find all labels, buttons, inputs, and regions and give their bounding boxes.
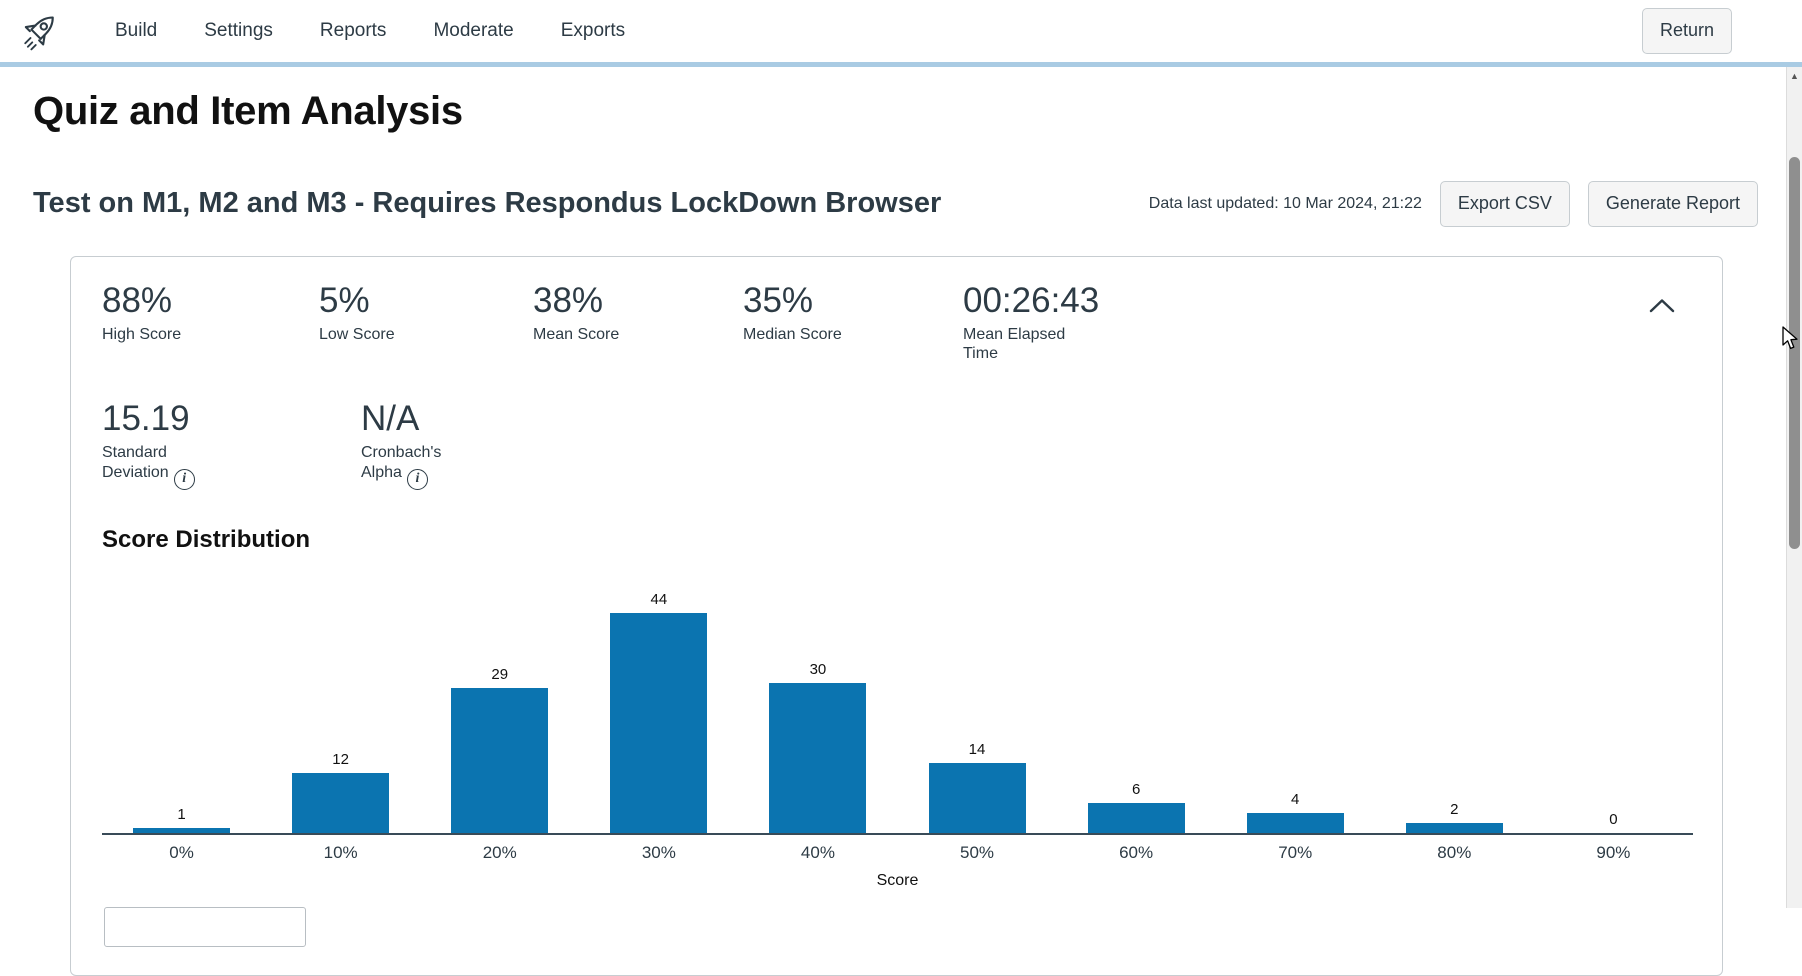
stat-label: Standard Deviation i (102, 443, 224, 490)
chart-bar-group: 1 (102, 806, 261, 833)
nav-item-moderate[interactable]: Moderate (433, 20, 514, 41)
chart-bar-group: 44 (579, 591, 738, 833)
score-distribution-title: Score Distribution (102, 525, 311, 553)
stat-label: Mean Score (533, 325, 620, 343)
chart-bar-group: 14 (897, 741, 1056, 833)
bar (769, 682, 867, 833)
chart-bar-group: 4 (1216, 791, 1375, 833)
bar-value-label: 29 (491, 665, 509, 683)
x-tick-label: 30% (641, 842, 676, 862)
stat-value: 00:26:43 (963, 280, 1100, 320)
nav-divider (0, 62, 1802, 67)
nav-links: Build Settings Reports Moderate Exports (115, 20, 625, 42)
vertical-scrollbar[interactable]: ▲ (1786, 67, 1802, 908)
x-tick-label: 80% (1437, 842, 1472, 862)
last-updated-text: Data last updated: 10 Mar 2024, 21:22 (1148, 194, 1422, 212)
x-tick-label: 70% (1278, 842, 1313, 862)
scrollbar-up-arrow-icon[interactable]: ▲ (1790, 71, 1799, 81)
summary-stats-row-1: 88% High Score 5% Low Score 38% Mean Sco… (102, 281, 1722, 364)
stat-value: 88% (102, 280, 173, 320)
top-navigation: Build Settings Reports Moderate Exports … (0, 0, 1802, 62)
stat-median-score: 35% Median Score (743, 281, 963, 344)
generate-report-button[interactable]: Generate Report (1587, 181, 1758, 227)
bar-value-label: 12 (332, 750, 349, 768)
chart-bar-group: 6 (1057, 781, 1216, 833)
nav-item-exports[interactable]: Exports (560, 20, 626, 41)
main-content: Quiz and Item Analysis Test on M1, M2 an… (0, 87, 1802, 976)
chart-bar-group: 12 (261, 751, 420, 833)
quiz-header-actions: Data last updated: 10 Mar 2024, 21:22 Ex… (1149, 181, 1758, 227)
stat-cronbachs-alpha: N/A Cronbach's Alpha i (361, 399, 473, 490)
page-title: Quiz and Item Analysis (33, 89, 463, 133)
bar-value-label: 2 (1450, 800, 1459, 818)
x-tick-label: 50% (960, 842, 995, 862)
bar (1246, 812, 1344, 833)
score-distribution-chart: 1 12 29 44 30 14 6 4 2 0 0% 10% 20% 30% 40% 50% 60% 70% 8… (102, 582, 1693, 890)
bar-value-label: 6 (1131, 780, 1141, 798)
bar (292, 772, 390, 833)
export-csv-button[interactable]: Export CSV (1439, 181, 1570, 227)
analysis-summary-card: 88% High Score 5% Low Score 38% Mean Sco… (70, 255, 1723, 976)
chart-bar-group: 2 (1375, 801, 1534, 833)
stat-low-score: 5% Low Score (319, 281, 533, 344)
bar (928, 762, 1026, 833)
chart-bar-group: 29 (420, 666, 579, 833)
stat-mean-elapsed-time: 00:26:43 Mean Elapsed Time (963, 281, 1243, 364)
stat-value: 35% (743, 280, 814, 320)
chart-ticks: 0% 10% 20% 30% 40% 50% 60% 70% 80% 90% (102, 843, 1693, 863)
bar (1405, 822, 1503, 833)
quiz-title: Test on M1, M2 and M3 - Requires Respond… (33, 187, 942, 220)
x-tick-label: 90% (1596, 842, 1631, 862)
question-select-dropdown-partial[interactable] (104, 906, 306, 947)
chart-columns: 1 12 29 44 30 14 6 4 2 0 (102, 582, 1693, 835)
bar-value-label: 30 (809, 660, 827, 678)
bar (610, 612, 708, 833)
bar-value-label: 1 (177, 805, 186, 823)
stat-value: 5% (319, 280, 370, 320)
bar-value-label: 14 (968, 740, 986, 758)
stat-label: Low Score (319, 325, 395, 343)
chart-bar-group: 0 (1534, 811, 1693, 833)
stat-value: 38% (533, 280, 604, 320)
stat-value: 15.19 (102, 399, 190, 439)
bar (133, 827, 231, 833)
quiz-header-row: Test on M1, M2 and M3 - Requires Respond… (33, 181, 1802, 227)
bar (451, 687, 549, 833)
x-tick-label: 0% (169, 842, 194, 862)
stat-label: Cronbach's Alpha i (361, 443, 473, 490)
scrollbar-thumb[interactable] (1789, 157, 1800, 549)
bar-value-label: 0 (1609, 810, 1618, 828)
x-tick-label: 20% (482, 842, 517, 862)
stat-high-score: 88% High Score (102, 281, 319, 344)
stat-label: Median Score (743, 325, 842, 343)
rocket-icon (20, 10, 62, 52)
x-tick-label: 60% (1119, 842, 1154, 862)
info-icon[interactable]: i (406, 468, 428, 490)
stat-label: Mean Elapsed Time (963, 325, 1066, 363)
x-axis-label: Score (876, 871, 919, 889)
x-tick-label: 40% (800, 842, 835, 862)
stat-value: N/A (361, 399, 420, 439)
nav-item-reports[interactable]: Reports (319, 20, 387, 41)
summary-stats-row-2: 15.19 Standard Deviation i N/A Cronbach's… (102, 399, 1722, 490)
stat-label-text: Cronbach's Alpha (361, 444, 442, 481)
stat-standard-deviation: 15.19 Standard Deviation i (102, 399, 361, 490)
stat-label-text: Standard Deviation (102, 444, 169, 481)
chart-bar-group: 30 (738, 661, 897, 833)
chevron-up-icon[interactable] (1648, 297, 1676, 317)
bar-value-label: 4 (1291, 790, 1300, 808)
nav-item-build[interactable]: Build (115, 20, 158, 41)
bar-value-label: 44 (650, 590, 668, 608)
return-button[interactable]: Return (1641, 8, 1732, 54)
x-tick-label: 10% (323, 842, 358, 862)
bar (1087, 802, 1185, 833)
stat-mean-score: 38% Mean Score (533, 281, 743, 344)
info-icon[interactable]: i (173, 468, 195, 490)
nav-item-settings[interactable]: Settings (204, 20, 273, 41)
stat-label: High Score (102, 325, 182, 343)
